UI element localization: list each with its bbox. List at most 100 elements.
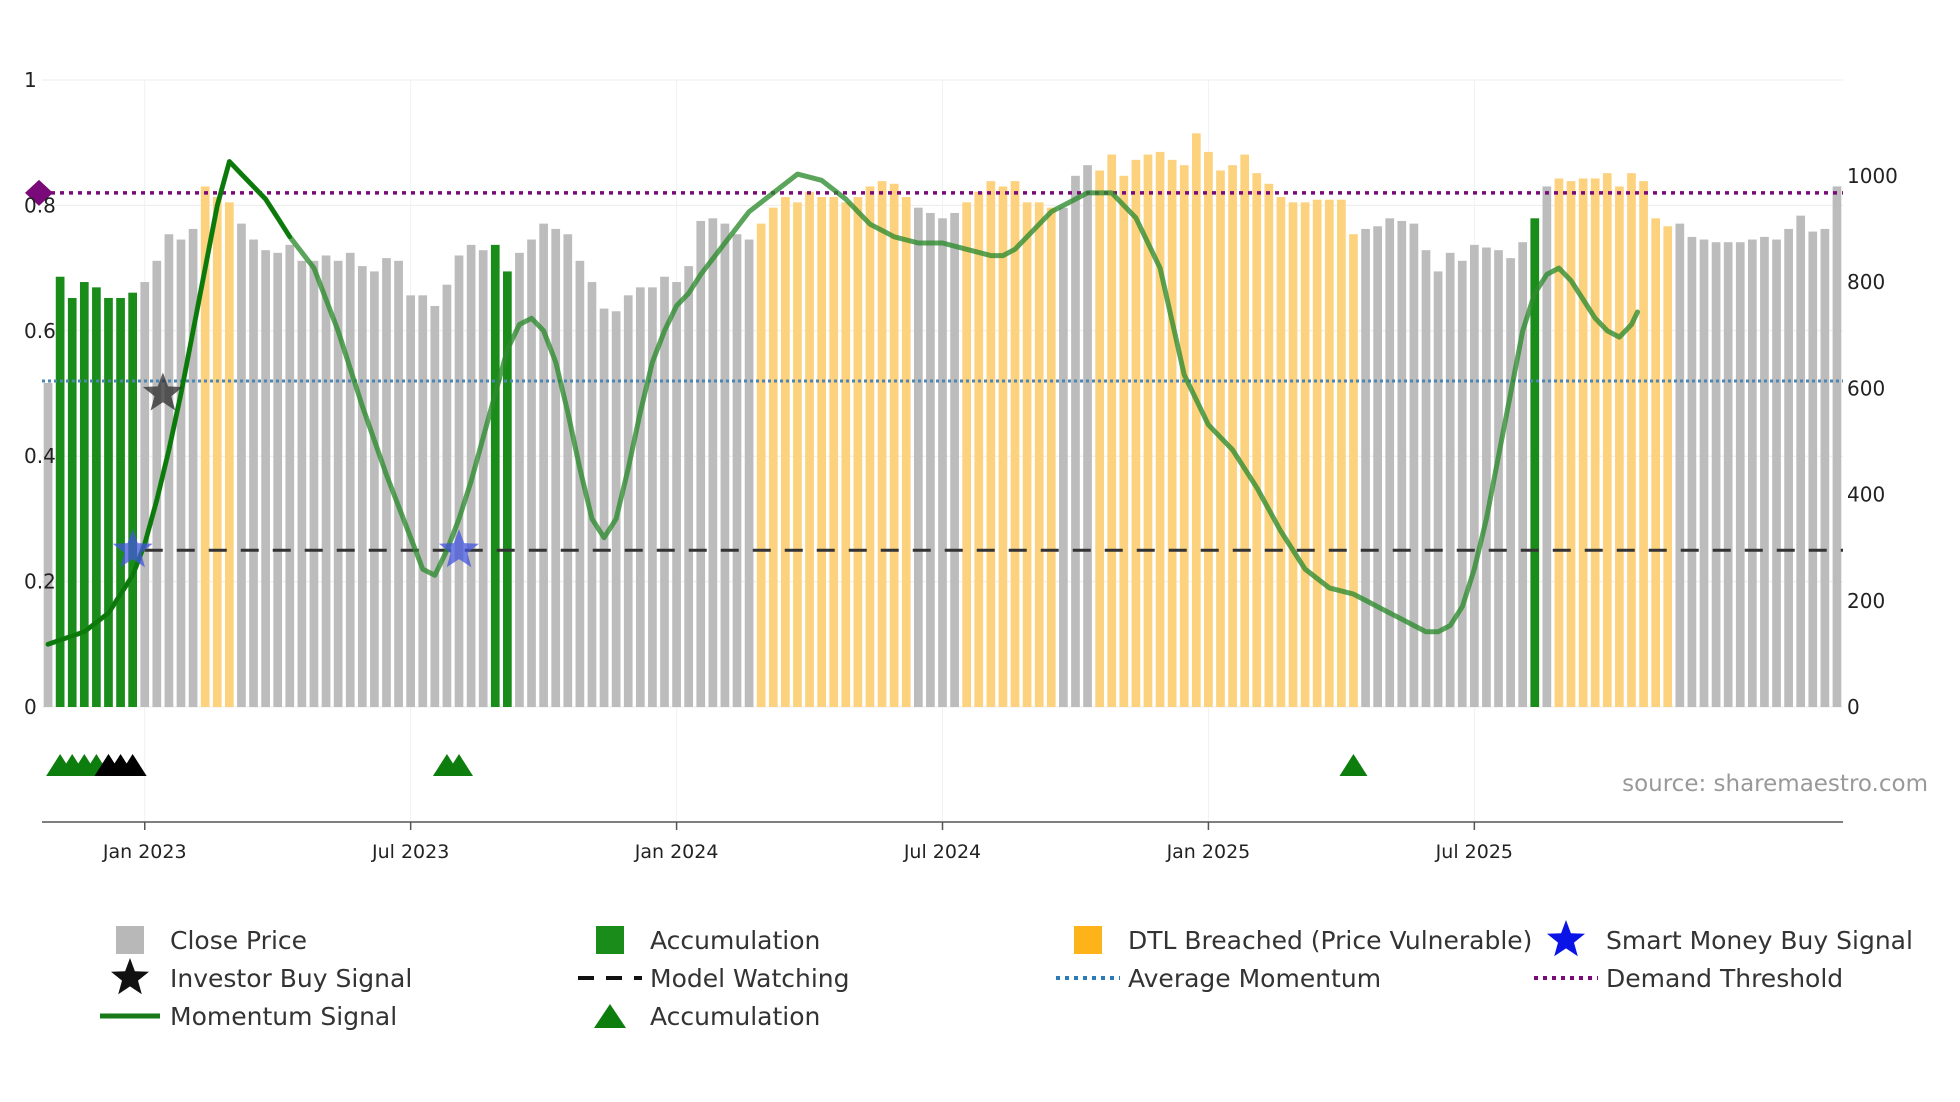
bar-close [1542, 186, 1552, 707]
bar-close [1808, 231, 1818, 707]
axis-ticks: 0 0.2 0.4 0.6 0.8 1 0 200 400 600 800 1000 Jan 2023 J… [24, 68, 1898, 863]
right-axis-tick-label: 600 [1847, 376, 1885, 400]
bar-dtl [756, 223, 766, 707]
bar-close [1373, 226, 1382, 708]
bar-close [261, 250, 270, 707]
bar-close [394, 260, 403, 707]
bar-close [708, 218, 718, 708]
bar-close [140, 282, 150, 707]
legend-swatch [596, 926, 624, 954]
bar-close [672, 282, 681, 707]
bar-dtl [1131, 159, 1141, 707]
bar-dtl [853, 197, 863, 707]
bar-dtl [889, 183, 899, 708]
bar-close [273, 252, 283, 708]
bar-close [382, 258, 391, 707]
bar-dtl [1264, 183, 1274, 708]
reference-lines [25, 179, 1843, 552]
left-axis-tick-label: 0.6 [24, 319, 56, 343]
bar-close [1385, 218, 1395, 708]
bar-close [938, 218, 947, 708]
bar-dtl [1590, 178, 1600, 707]
bar-acc [116, 297, 125, 707]
bar-close [1409, 223, 1419, 707]
bar-close [515, 252, 524, 708]
bar-dtl [877, 181, 887, 707]
bar-close [1469, 244, 1479, 708]
bar-close [551, 228, 561, 707]
right-axis-tick-label: 0 [1847, 695, 1860, 719]
bar-dtl [865, 186, 875, 707]
bar-dtl [1627, 173, 1636, 708]
bar-dtl [1179, 165, 1189, 708]
momentum-line-strong [45, 159, 293, 647]
legend-label: Close Price [170, 926, 307, 955]
bar-acc [1530, 218, 1540, 708]
bar-close [1506, 258, 1515, 707]
momentum-signal-line [45, 159, 1640, 647]
bar-close [454, 255, 464, 707]
bar-dtl [1155, 151, 1165, 707]
bar-close [587, 282, 597, 707]
bar-close [297, 260, 307, 707]
bar-dtl [1651, 218, 1660, 708]
bar-close [1518, 242, 1528, 707]
bar-dtl [1143, 154, 1153, 707]
bar-close [1711, 242, 1721, 707]
bar-acc [79, 282, 89, 707]
right-axis-tick-label: 200 [1847, 589, 1885, 613]
legend-label: Average Momentum [1128, 964, 1381, 993]
bar-dtl [1119, 175, 1129, 707]
bar-close [430, 305, 440, 707]
bar-close [599, 308, 609, 707]
bar-close [1735, 242, 1745, 707]
bar-close [1784, 228, 1793, 707]
bar-close [575, 260, 585, 707]
bar-acc [104, 297, 113, 707]
bar-close [418, 295, 428, 707]
investor-triangle [118, 754, 147, 776]
bar-dtl [1191, 133, 1201, 708]
bar-dtl [212, 197, 222, 707]
bar-close [43, 382, 53, 707]
legend-label: Demand Threshold [1606, 964, 1843, 993]
bar-dtl [829, 197, 839, 707]
bar-close [732, 234, 742, 707]
bar-close [1457, 260, 1467, 707]
bar-dtl [1046, 207, 1056, 707]
bar-close [527, 239, 536, 707]
bar-acc [55, 276, 65, 707]
demand-threshold-diamond [25, 179, 53, 206]
bar-close [1760, 236, 1769, 707]
bar-close [1361, 228, 1370, 707]
bar-close [696, 220, 706, 707]
bar-dtl [1167, 159, 1177, 707]
bar-close [1083, 165, 1092, 708]
bar-dtl [962, 202, 972, 707]
accumulation-triangle [445, 754, 474, 776]
bar-dtl [1324, 199, 1334, 708]
legend-star [111, 958, 149, 995]
x-axis-tick-label: Jan 2024 [634, 841, 719, 863]
bar-close [1687, 236, 1697, 707]
legend-swatch [116, 926, 144, 954]
bar-close [237, 223, 246, 707]
bar-acc [92, 287, 101, 707]
bar-dtl [200, 186, 210, 707]
legend-label: Accumulation [650, 1002, 820, 1031]
bar-close [345, 252, 355, 708]
bar-dtl [805, 191, 814, 708]
bar-close [660, 276, 669, 707]
left-axis-tick-label: 0.8 [24, 193, 56, 217]
legend-star [1547, 920, 1585, 957]
bar-close [1482, 247, 1491, 707]
bar-dtl [225, 202, 234, 707]
bar-close [442, 284, 452, 707]
bar-dtl [1554, 178, 1564, 707]
bar-dtl [841, 202, 851, 707]
left-axis-tick-label: 0.4 [24, 444, 56, 468]
bar-close [249, 239, 258, 707]
x-axis-tick-label: Jan 2025 [1166, 841, 1251, 863]
bar-dtl [1300, 202, 1310, 707]
bar-acc [128, 292, 138, 707]
